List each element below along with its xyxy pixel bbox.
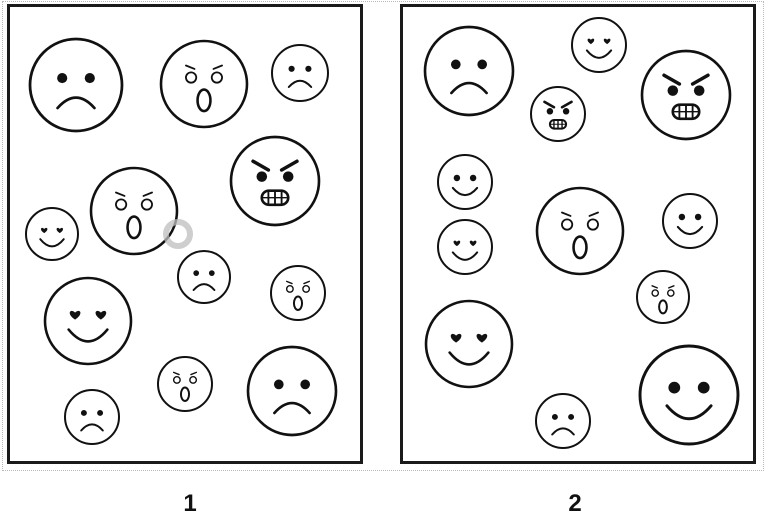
sad-face [177,250,231,304]
angry-face [530,86,586,142]
panel-2-label: 2 [568,490,582,517]
love-face [424,299,514,389]
love-face [43,276,133,366]
love-face [571,17,627,73]
happy-face [638,344,740,446]
surprised-face [157,356,213,412]
surprised-face [535,186,625,276]
surprised-face [159,39,249,129]
panel-1 [7,4,363,464]
surprised-face [270,265,326,321]
sad-face [423,25,515,117]
happy-face [437,154,493,210]
surprised-face [636,270,690,324]
panel-2 [400,4,756,464]
sad-face [535,393,591,449]
sad-face [64,389,120,445]
happy-face [662,193,718,249]
faces-panel-1 [25,37,338,445]
love-face [25,207,79,261]
faces-panel-2 [423,17,740,449]
sad-face [271,44,329,102]
love-face [437,219,493,275]
angry-face [229,135,321,227]
cursor-marker [163,219,193,249]
surprised-face [89,166,179,256]
sad-face [28,37,124,133]
angry-face [640,49,732,141]
panel-1-label: 1 [183,490,197,517]
sad-face [246,345,338,437]
image-frame [2,1,764,471]
